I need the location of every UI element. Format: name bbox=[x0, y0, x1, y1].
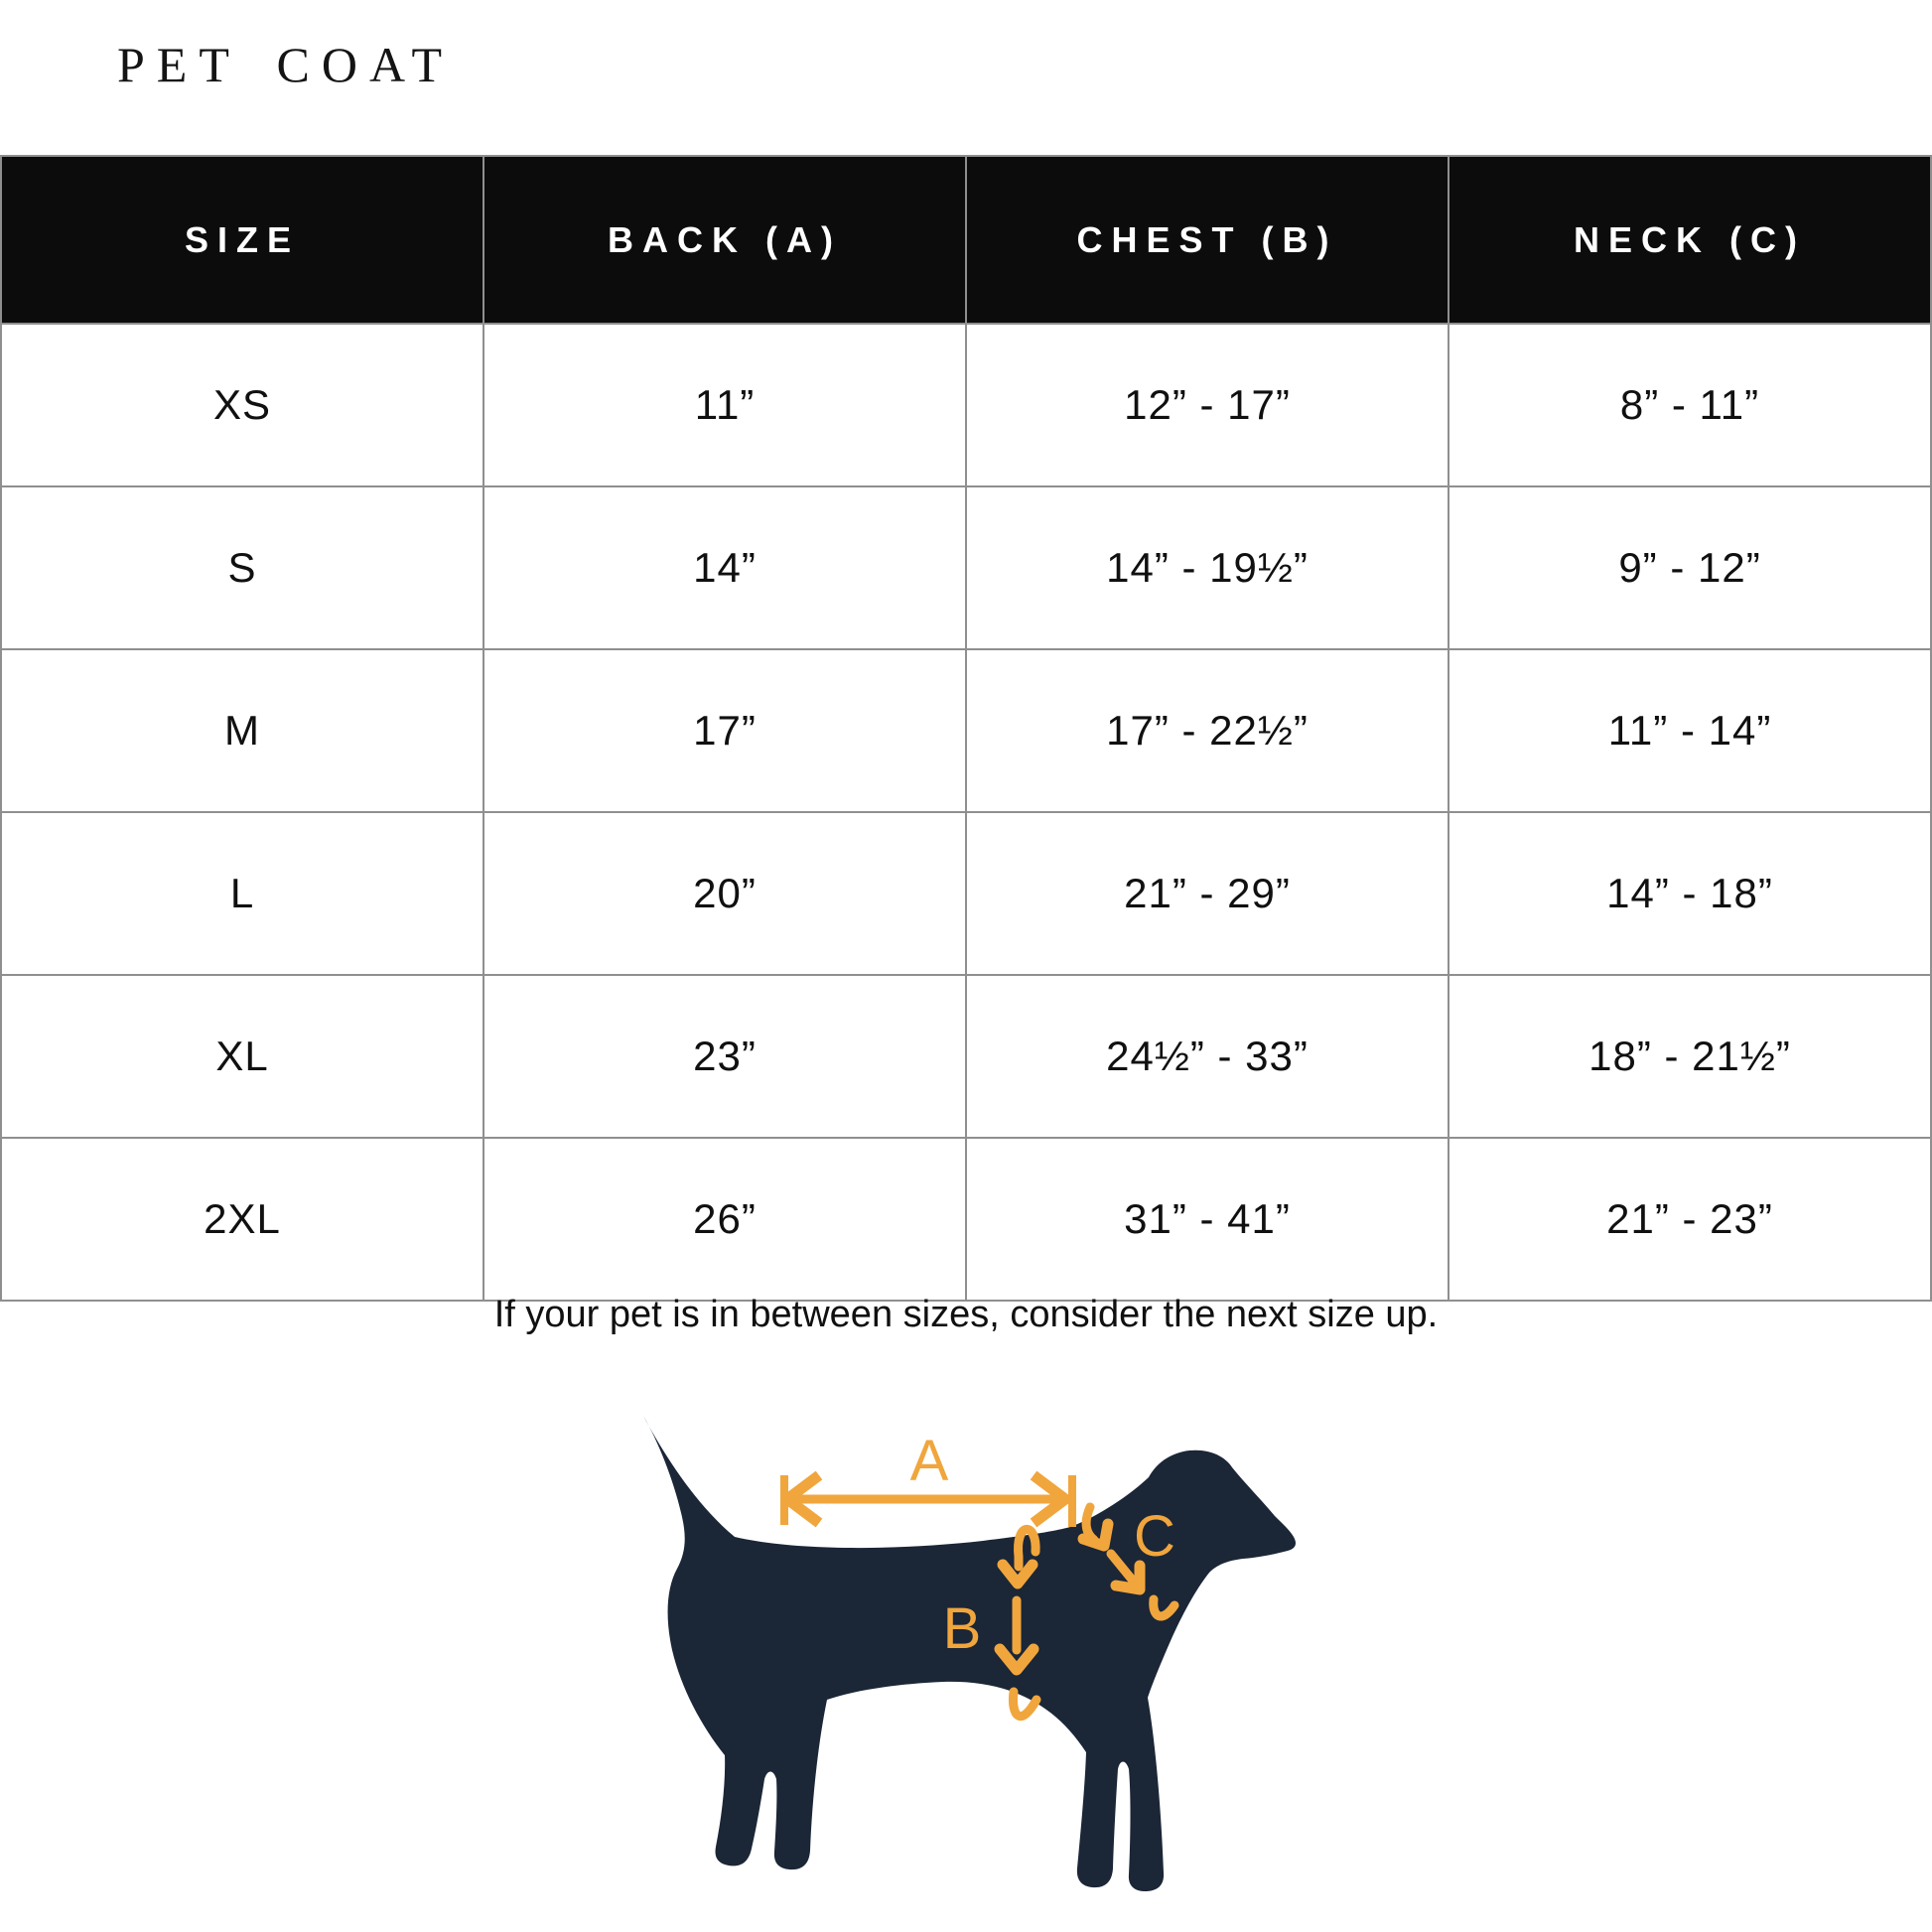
size-chart-header: SIZE BACK (A) CHEST (B) NECK (C) bbox=[0, 155, 1932, 325]
neck-arrowhead-2 bbox=[1110, 1560, 1146, 1595]
cell-size: XL bbox=[0, 974, 484, 1139]
page-title: PET COAT bbox=[117, 37, 455, 92]
back-arrowhead-left bbox=[781, 1470, 823, 1528]
size-row: XS 11” 12” - 17” 8” - 11” bbox=[0, 323, 1932, 487]
cell-chest: 17” - 22½” bbox=[965, 648, 1449, 813]
cell-chest: 12” - 17” bbox=[965, 323, 1449, 487]
size-table-body: XS 11” 12” - 17” 8” - 11” S 14” 14” - 19… bbox=[0, 323, 1932, 1302]
cell-back: 20” bbox=[483, 811, 967, 976]
size-row: M 17” 17” - 22½” 11” - 14” bbox=[0, 648, 1932, 813]
cell-back: 26” bbox=[483, 1137, 967, 1302]
chest-arrowhead-2 bbox=[994, 1643, 1039, 1676]
chest-arrowhead-1 bbox=[997, 1559, 1038, 1589]
column-header-size: SIZE bbox=[0, 155, 484, 325]
chest-measure-arrow bbox=[994, 1524, 1041, 1721]
back-arrowhead-right bbox=[1030, 1470, 1071, 1528]
cell-neck: 9” - 12” bbox=[1448, 485, 1932, 650]
cell-neck: 21” - 23” bbox=[1448, 1137, 1932, 1302]
cell-size: S bbox=[0, 485, 484, 650]
dog-measurement-diagram: A B C bbox=[643, 1416, 1296, 1891]
cell-neck: 18” - 21½” bbox=[1448, 974, 1932, 1139]
chest-bottom-hook bbox=[1008, 1687, 1041, 1721]
size-row: S 14” 14” - 19½” 9” - 12” bbox=[0, 485, 1932, 650]
neck-measure-arrow bbox=[1077, 1502, 1179, 1621]
cell-chest: 14” - 19½” bbox=[965, 485, 1449, 650]
size-row: L 20” 21” - 29” 14” - 18” bbox=[0, 811, 1932, 976]
column-header-neck: NECK (C) bbox=[1448, 155, 1932, 325]
dog-silhouette-image bbox=[643, 1416, 1296, 1891]
back-measure-arrow bbox=[780, 1470, 1076, 1528]
cell-chest: 31” - 41” bbox=[965, 1137, 1449, 1302]
neck-bottom-hook bbox=[1149, 1594, 1179, 1621]
neck-arrowhead-1 bbox=[1077, 1518, 1114, 1552]
size-chart-table: SIZE BACK (A) CHEST (B) NECK (C) XS 11” … bbox=[0, 155, 1932, 1302]
back-measure-label: A bbox=[910, 1429, 949, 1493]
size-row: 2XL 26” 31” - 41” 21” - 23” bbox=[0, 1137, 1932, 1302]
sizing-note: If your pet is in between sizes, conside… bbox=[493, 1294, 1439, 1335]
cell-neck: 11” - 14” bbox=[1448, 648, 1932, 813]
cell-neck: 8” - 11” bbox=[1448, 323, 1932, 487]
chest-top-arc bbox=[1014, 1524, 1040, 1572]
cell-size: 2XL bbox=[0, 1137, 484, 1302]
neck-arrow-2-shaft bbox=[1106, 1549, 1138, 1586]
cell-back: 17” bbox=[483, 648, 967, 813]
column-header-chest: CHEST (B) bbox=[965, 155, 1449, 325]
size-row: XL 23” 24½” - 33” 18” - 21½” bbox=[0, 974, 1932, 1139]
cell-neck: 14” - 18” bbox=[1448, 811, 1932, 976]
cell-back: 11” bbox=[483, 323, 967, 487]
cell-size: M bbox=[0, 648, 484, 813]
cell-back: 14” bbox=[483, 485, 967, 650]
header-row: SIZE BACK (A) CHEST (B) NECK (C) bbox=[0, 155, 1932, 325]
cell-chest: 24½” - 33” bbox=[965, 974, 1449, 1139]
cell-size: L bbox=[0, 811, 484, 976]
neck-measure-label: C bbox=[1134, 1504, 1175, 1569]
cell-back: 23” bbox=[483, 974, 967, 1139]
chest-measure-label: B bbox=[943, 1596, 982, 1661]
cell-size: XS bbox=[0, 323, 484, 487]
cell-chest: 21” - 29” bbox=[965, 811, 1449, 976]
column-header-back: BACK (A) bbox=[483, 155, 967, 325]
